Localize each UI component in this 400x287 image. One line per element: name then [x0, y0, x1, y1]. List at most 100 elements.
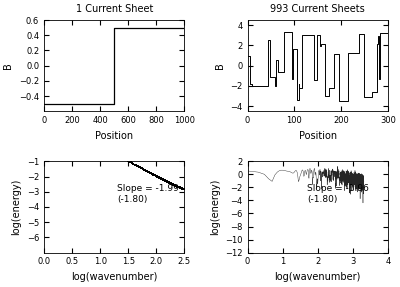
Y-axis label: B: B [4, 62, 14, 69]
Point [176, 185, 182, 190]
Point [145, 169, 151, 174]
Point [178, 186, 184, 190]
Point [175, 185, 182, 189]
Point [130, 162, 136, 166]
Point [161, 178, 167, 183]
Point [158, 177, 165, 181]
Point [168, 181, 174, 186]
Text: Slope = -1.96
(-1.80): Slope = -1.96 (-1.80) [307, 184, 369, 203]
Point [152, 173, 159, 178]
Point [168, 182, 175, 186]
Point [154, 174, 161, 179]
Point [148, 171, 155, 176]
Point [177, 185, 183, 190]
X-axis label: Position: Position [95, 131, 133, 141]
Point [159, 177, 166, 182]
Text: Slope = -1.99
(-1.80): Slope = -1.99 (-1.80) [117, 184, 179, 203]
Point [165, 180, 171, 184]
Point [176, 185, 182, 189]
Point [160, 177, 166, 182]
Point [158, 176, 164, 181]
Point [169, 182, 175, 186]
Title: 1 Current Sheet: 1 Current Sheet [76, 4, 153, 14]
Point [174, 184, 180, 189]
Point [173, 184, 179, 188]
Point [113, 152, 119, 157]
Point [158, 177, 164, 181]
Point [180, 187, 186, 191]
Point [138, 166, 145, 171]
Point [147, 170, 153, 175]
Point [177, 186, 184, 190]
Point [146, 170, 152, 175]
Point [170, 182, 176, 187]
Point [174, 184, 180, 189]
Point [173, 184, 180, 189]
Point [143, 169, 150, 173]
Point [177, 185, 183, 190]
Point [124, 159, 131, 163]
Point [173, 184, 179, 188]
Point [163, 179, 169, 183]
Point [166, 180, 172, 185]
Point [179, 186, 186, 191]
Point [107, 149, 113, 154]
Point [174, 184, 180, 189]
Point [172, 183, 178, 188]
Point [172, 183, 179, 188]
Point [151, 173, 158, 177]
Point [164, 180, 171, 184]
Point [140, 166, 146, 171]
Point [99, 145, 106, 150]
Point [80, 135, 86, 139]
Y-axis label: log(energy): log(energy) [210, 179, 220, 235]
Point [151, 173, 157, 177]
Point [166, 180, 172, 185]
Point [167, 181, 173, 185]
X-axis label: log(wavenumber): log(wavenumber) [275, 272, 361, 282]
Point [178, 186, 184, 191]
X-axis label: log(wavenumber): log(wavenumber) [71, 272, 157, 282]
Point [143, 168, 149, 173]
Point [153, 174, 160, 179]
Point [68, 128, 74, 132]
Point [117, 155, 124, 159]
Point [180, 187, 187, 191]
Point [137, 165, 143, 170]
Point [176, 185, 182, 189]
Point [172, 183, 179, 188]
Point [94, 142, 101, 147]
Point [168, 181, 174, 186]
Point [162, 178, 168, 183]
Point [176, 185, 183, 190]
Point [136, 164, 142, 169]
Point [180, 187, 186, 191]
Point [126, 159, 132, 164]
Point [174, 185, 181, 189]
Point [141, 167, 148, 172]
Title: 993 Current Sheets: 993 Current Sheets [270, 4, 365, 14]
Point [170, 182, 176, 187]
Point [103, 147, 110, 152]
Point [115, 154, 122, 158]
Point [152, 173, 158, 178]
Point [178, 186, 185, 191]
Point [179, 187, 186, 191]
Point [181, 187, 187, 191]
Point [179, 186, 185, 191]
Point [180, 187, 187, 191]
Point [175, 185, 182, 189]
Point [178, 186, 184, 191]
Point [172, 183, 178, 188]
Point [162, 179, 169, 183]
Point [174, 184, 181, 189]
Point [176, 185, 183, 190]
Point [156, 176, 163, 180]
Point [178, 186, 184, 190]
Point [173, 184, 180, 188]
Point [168, 181, 174, 186]
Point [171, 183, 177, 187]
Point [164, 179, 170, 184]
Point [153, 174, 159, 178]
Point [180, 187, 186, 191]
